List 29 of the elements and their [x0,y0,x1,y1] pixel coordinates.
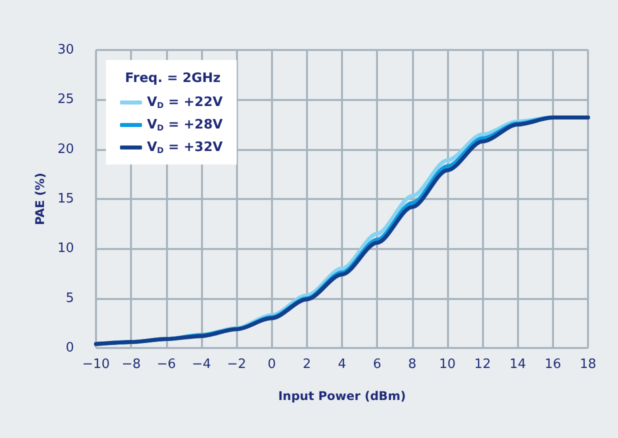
x-tick-label: 6 [373,357,382,372]
x-tick-label: 0 [268,357,276,372]
y-tick-label: 10 [57,241,74,256]
x-tick-label: −8 [122,357,141,372]
x-tick-label: 8 [408,357,416,372]
x-tick-label: −2 [226,357,246,372]
x-axis-title: Input Power (dBm) [278,389,406,403]
x-tick-label: 2 [302,357,311,372]
legend-title: Freq. = 2GHz [125,71,221,86]
x-tick-label: −6 [156,357,176,372]
legend-label: VD = +32V [147,140,223,155]
y-tick-label: 5 [66,290,74,306]
y-axis-title: PAE (%) [33,172,47,226]
x-tick-label: 12 [474,357,491,372]
x-tick-label: 14 [509,357,526,372]
y-tick-label: 20 [57,142,74,157]
legend-label: VD = +28V [147,118,223,132]
y-tick-label: 0 [66,340,74,356]
x-tick-label: 18 [580,357,596,372]
y-tick-label: 25 [57,92,74,108]
y-tick-label: 30 [57,42,74,58]
x-tick-label: 16 [544,357,562,372]
x-tick-label: −4 [192,357,212,372]
legend-label: VD = +22V [147,95,223,110]
y-tick-label: 15 [57,192,74,206]
x-tick-label: 4 [338,357,346,372]
line-series [94,116,590,346]
x-tick-label: 10 [439,357,456,372]
x-tick-label: −10 [82,357,110,372]
